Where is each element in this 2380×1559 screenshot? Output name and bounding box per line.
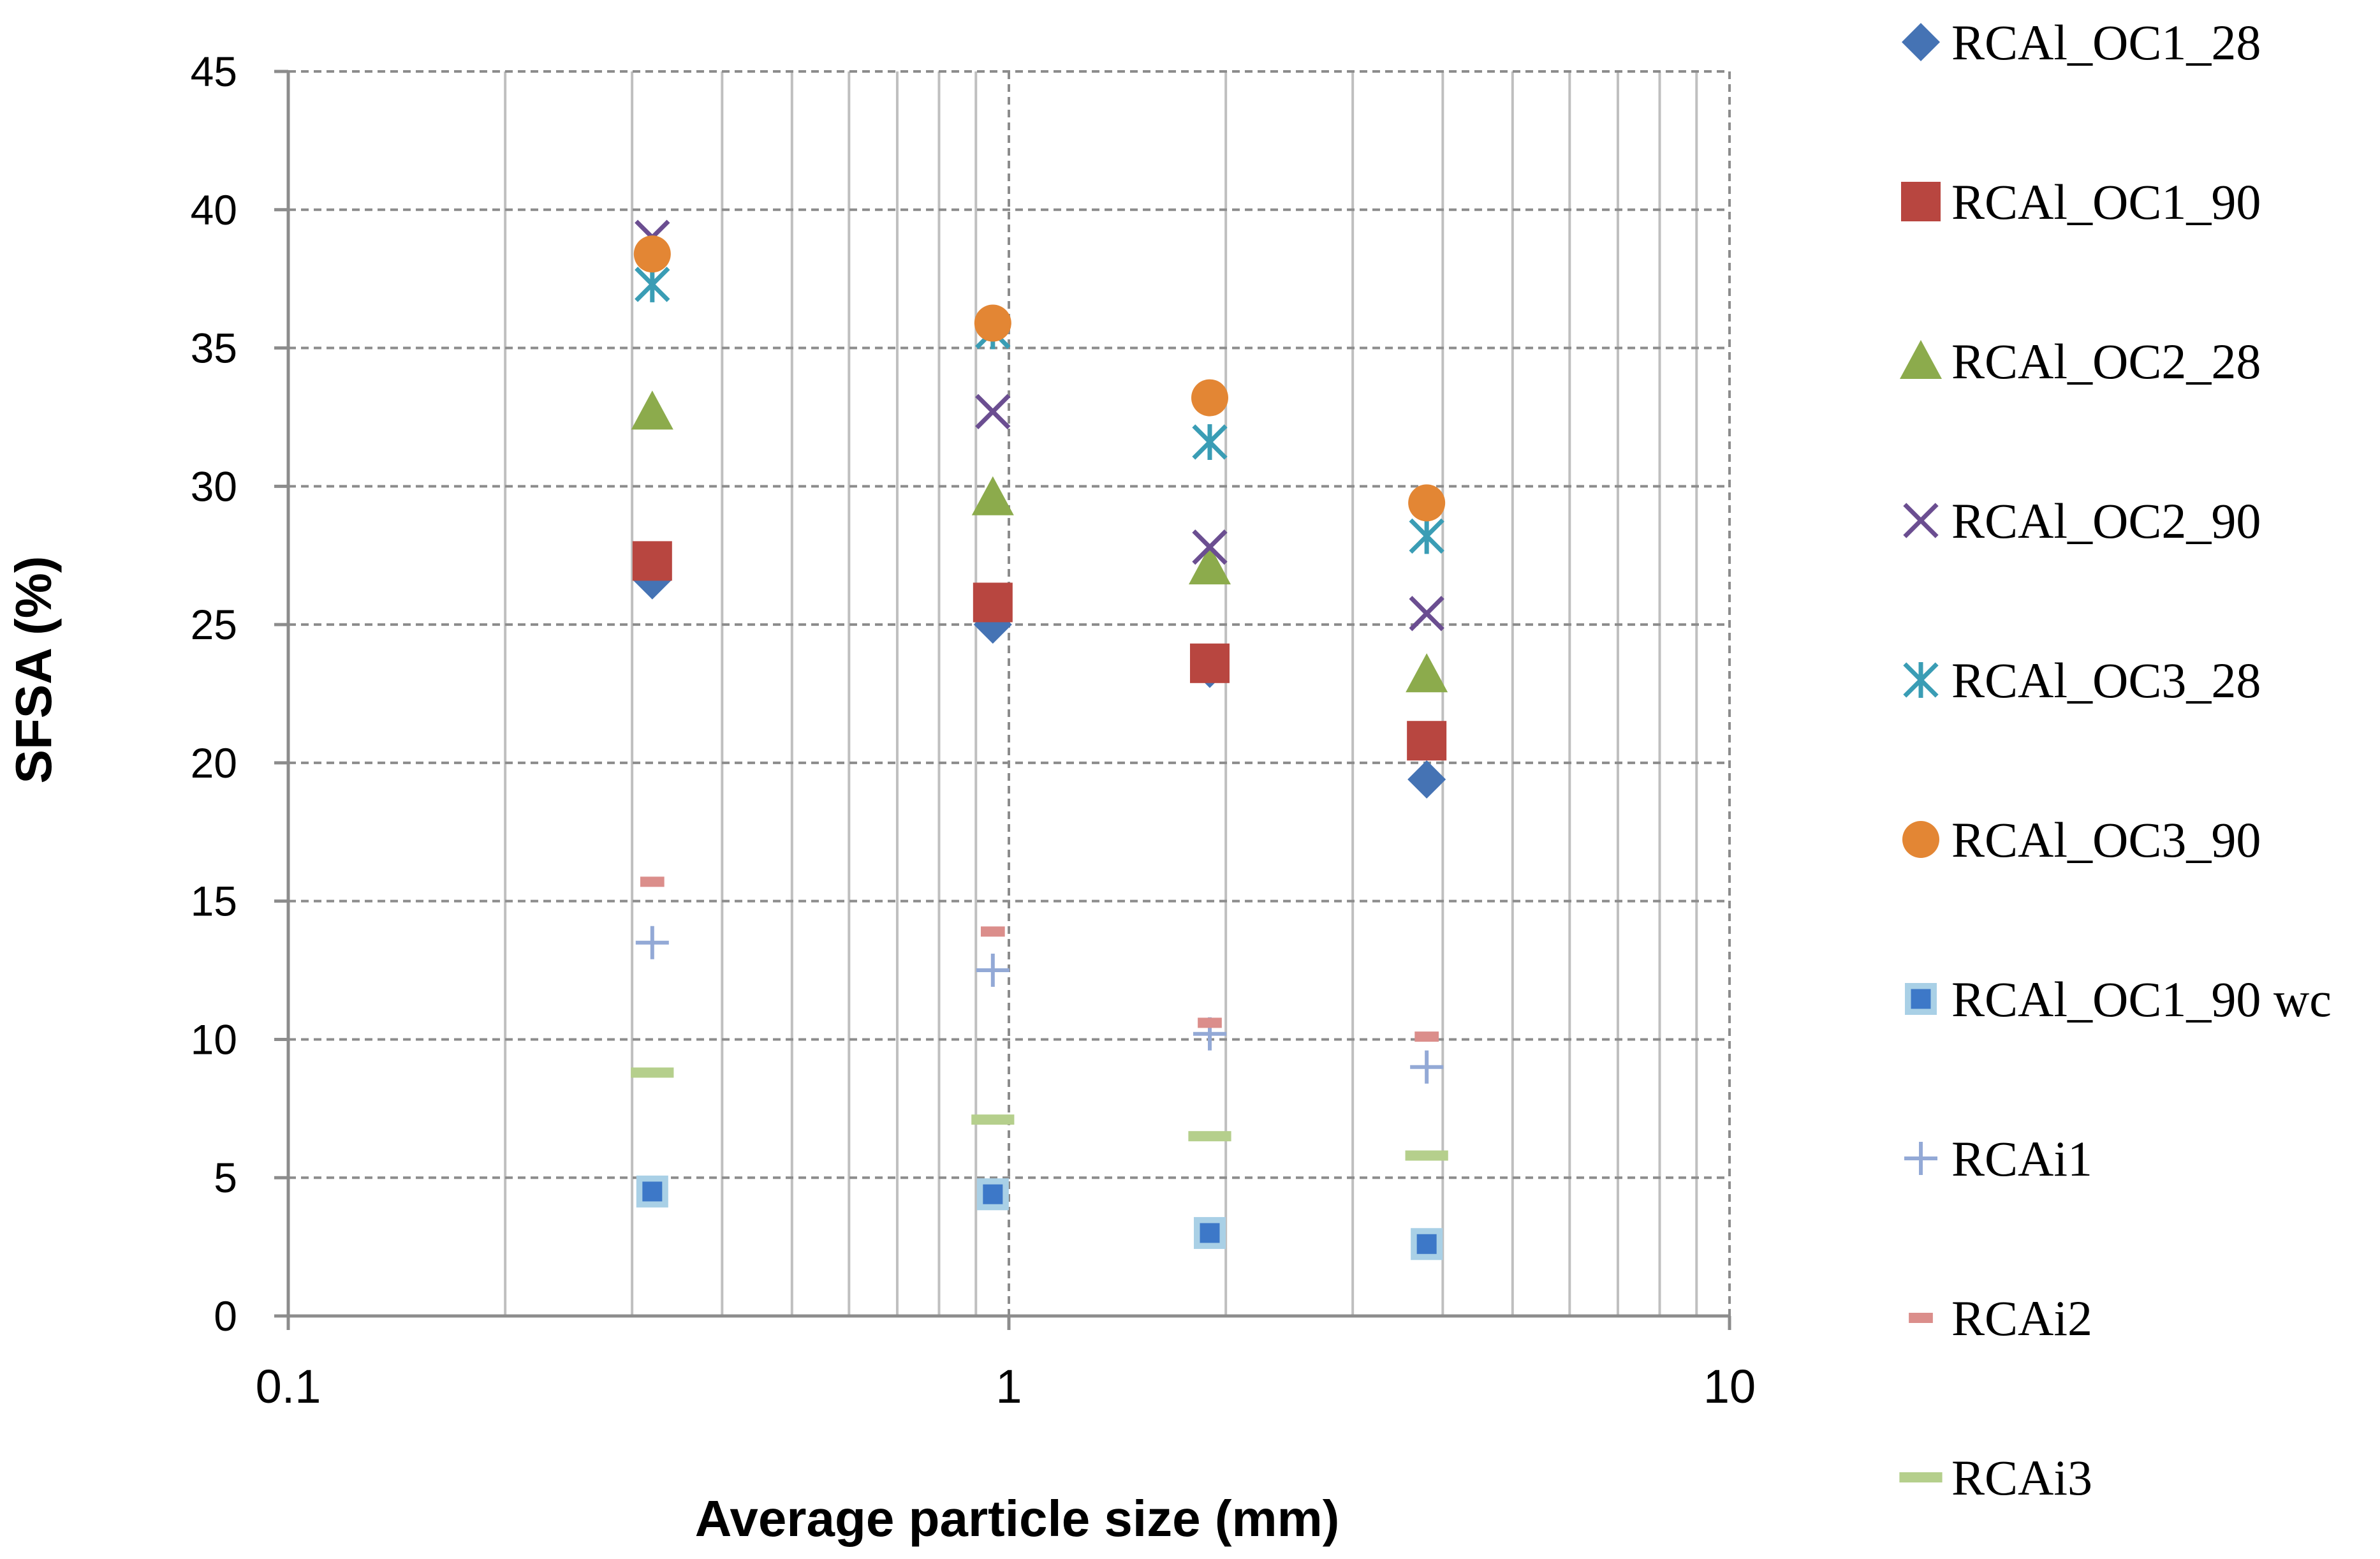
point-rcal-oc3-90 — [633, 235, 671, 273]
y-tick-label: 35 — [191, 325, 237, 372]
legend-label: RCAl_OC1_90 — [1951, 174, 2261, 230]
legend-label: RCAl_OC2_90 — [1951, 493, 2261, 549]
x-axis-title: Average particle size (mm) — [695, 1490, 1340, 1547]
legend-item: RCAl_OC1_28 — [1902, 15, 2261, 70]
legend-label: RCAl_OC3_28 — [1951, 653, 2261, 708]
axes — [274, 70, 1731, 1330]
y-tick-labels: 0 5 10 15 20 25 30 35 40 45 — [191, 48, 237, 1340]
legend-item: RCAl_OC2_90 — [1903, 493, 2261, 549]
data-points — [631, 219, 1448, 1260]
point-rcal-oc3-28 — [635, 266, 670, 302]
y-tick-label: 5 — [214, 1154, 237, 1201]
x-tick-label: 0.1 — [256, 1360, 321, 1413]
point-rcal-oc3-90 — [974, 304, 1011, 342]
point-rcal-oc1-90-wc — [636, 1175, 668, 1208]
point-rcal-oc3-28 — [1409, 518, 1444, 554]
y-tick-label: 20 — [191, 739, 237, 787]
point-rcai3 — [1405, 1150, 1448, 1161]
legend-marker — [1899, 1472, 1943, 1482]
point-rcal-oc1-90 — [973, 582, 1013, 623]
legend-marker — [1902, 23, 1940, 61]
x-tick-label: 1 — [995, 1360, 1022, 1413]
legend-marker — [1904, 1142, 1937, 1175]
point-rcal-oc1-28 — [1407, 760, 1446, 799]
legend-item: RCAl_OC1_90 — [1901, 174, 2261, 230]
point-rcai2 — [1198, 1017, 1222, 1028]
point-rcal-oc1-90-wc — [1193, 1216, 1226, 1249]
legend-item: RCAl_OC2_28 — [1900, 334, 2261, 389]
x-tick-labels: 0.1 1 10 — [256, 1360, 1756, 1413]
point-rcal-oc1-90 — [1407, 721, 1447, 761]
y-axis-title: SFSA (%) — [5, 556, 62, 783]
point-rcal-oc3-90 — [1408, 484, 1446, 522]
legend-label: RCAi3 — [1951, 1450, 2092, 1505]
point-rcal-oc1-90-wc — [1411, 1228, 1443, 1260]
point-rcai1 — [635, 926, 669, 959]
y-tick-label: 30 — [191, 462, 237, 510]
legend-marker — [1903, 662, 1939, 698]
point-rcai1 — [1410, 1050, 1444, 1084]
point-rcal-oc2-90 — [1409, 596, 1444, 632]
y-tick-label: 45 — [191, 48, 237, 95]
legend-item: RCAl_OC1_90 wc — [1905, 972, 2332, 1027]
y-tick-label: 10 — [191, 1016, 237, 1063]
point-rcal-oc2-28 — [1406, 653, 1448, 693]
legend-marker — [1903, 503, 1939, 538]
legend-label: RCAl_OC1_28 — [1951, 15, 2261, 70]
point-rcal-oc2-28 — [631, 390, 673, 430]
point-rcal-oc2-90 — [1192, 529, 1228, 565]
point-rcal-oc3-90 — [1191, 379, 1228, 417]
legend-item: RCAi3 — [1899, 1450, 2092, 1505]
point-rcal-oc1-90 — [1189, 643, 1230, 683]
y-tick-label: 15 — [191, 878, 237, 925]
legend-label: RCAl_OC1_90 wc — [1951, 972, 2332, 1027]
legend-label: RCAi2 — [1951, 1290, 2092, 1346]
legend-item: RCAl_OC3_90 — [1902, 812, 2261, 868]
point-rcal-oc2-28 — [1188, 545, 1231, 585]
y-tick-label: 25 — [191, 601, 237, 648]
y-tick-label: 40 — [191, 186, 237, 233]
point-rcal-oc1-90 — [632, 541, 672, 581]
legend-item: RCAi1 — [1904, 1131, 2092, 1186]
point-rcal-oc1-90-wc — [976, 1178, 1009, 1211]
legend-label: RCAi1 — [1951, 1131, 2092, 1186]
legend-label: RCAl_OC3_90 — [1951, 812, 2261, 868]
legend: RCAl_OC1_28 RCAl_OC1_90 RCAl_OC2_28 RCAl_OC… — [1899, 15, 2332, 1505]
point-rcai3 — [631, 1067, 674, 1078]
legend-marker — [1902, 821, 1939, 858]
point-rcai3 — [1188, 1131, 1231, 1142]
point-rcal-oc2-90 — [975, 394, 1011, 429]
x-tick-label: 10 — [1703, 1360, 1756, 1413]
point-rcal-oc3-28 — [1192, 424, 1228, 460]
legend-item: RCAl_OC3_28 — [1903, 653, 2261, 708]
legend-marker — [1900, 340, 1942, 380]
point-rcai2 — [1414, 1031, 1439, 1042]
legend-item: RCAi2 — [1909, 1290, 2092, 1346]
point-rcai3 — [971, 1114, 1015, 1125]
point-rcai2 — [640, 876, 665, 887]
y-tick-label: 0 — [214, 1292, 237, 1340]
point-rcai1 — [976, 954, 1010, 987]
point-rcal-oc2-28 — [971, 476, 1014, 515]
point-rcai2 — [980, 926, 1005, 937]
legend-label: RCAl_OC2_28 — [1951, 334, 2261, 389]
legend-marker — [1905, 983, 1937, 1015]
legend-marker — [1909, 1313, 1933, 1323]
legend-marker — [1901, 182, 1941, 221]
